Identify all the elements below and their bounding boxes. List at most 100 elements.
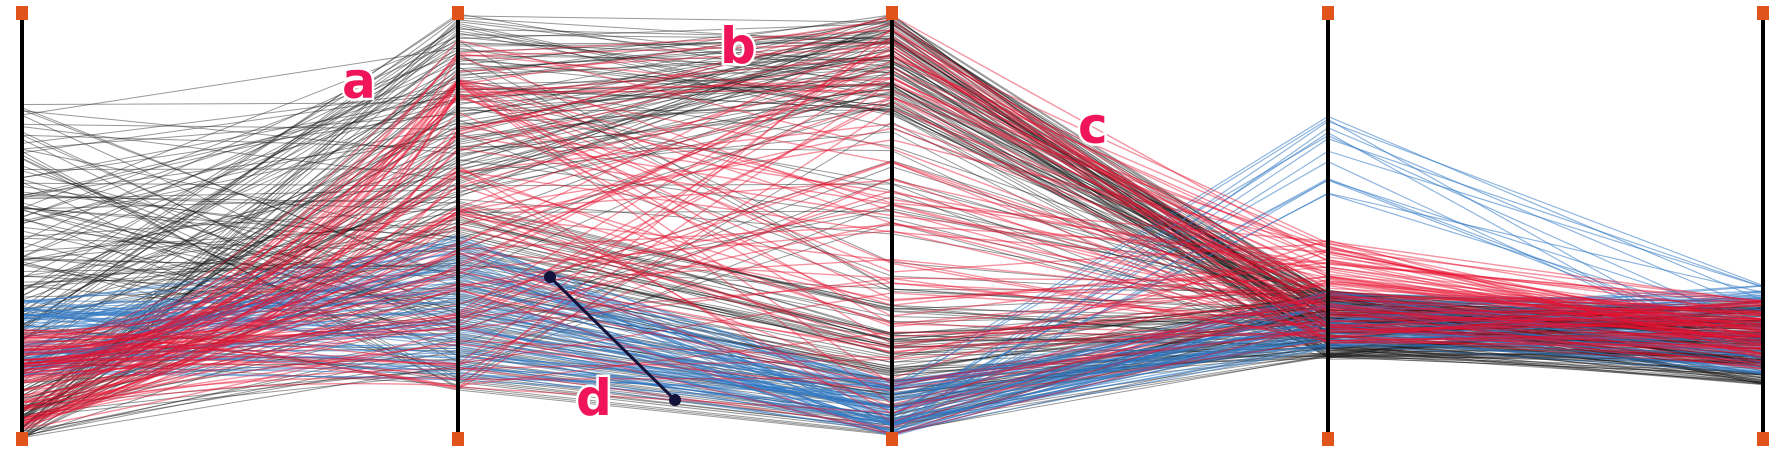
red-line: [21, 168, 1764, 419]
red-line: [21, 42, 1764, 364]
red-line: [21, 80, 1764, 403]
red-line: [21, 81, 1764, 356]
red-line: [21, 40, 1764, 348]
red-line: [21, 80, 1764, 419]
axis-bottom-handle[interactable]: [886, 432, 898, 446]
axis-bottom-handle[interactable]: [1757, 432, 1769, 446]
red-line: [21, 18, 1764, 378]
red-line: [21, 206, 1764, 351]
axis-top-handle[interactable]: [1322, 6, 1334, 20]
annotation-label-a: a: [342, 52, 376, 110]
red-line: [21, 79, 1764, 350]
red-line: [21, 79, 1764, 366]
red-line: [21, 29, 1764, 392]
red-line: [21, 80, 1764, 419]
red-line: [21, 164, 1764, 423]
axis-bottom-handle[interactable]: [1322, 432, 1334, 446]
red-line: [21, 317, 1764, 424]
axis-top-handle[interactable]: [16, 6, 28, 20]
red-line: [21, 314, 1764, 408]
red-line: [21, 177, 1764, 367]
annotation-label-d: d: [576, 369, 612, 427]
red-line: [21, 14, 1764, 404]
red-line: [21, 82, 1764, 410]
red-line: [21, 174, 1764, 404]
red-line: [21, 331, 1764, 427]
red-line: [21, 125, 1764, 352]
red-line: [21, 27, 1764, 389]
red-line: [21, 289, 1764, 388]
red-line: [21, 123, 1764, 344]
red-line: [21, 38, 1764, 365]
red-line: [21, 96, 1764, 379]
red-line: [21, 160, 1764, 361]
red-line: [21, 70, 1764, 356]
red-line: [21, 212, 1764, 367]
red-line: [21, 22, 1764, 375]
axis-top-handle[interactable]: [886, 6, 898, 20]
red-line: [21, 92, 1764, 366]
red-line: [21, 161, 1764, 354]
red-line: [21, 239, 1764, 381]
red-line: [21, 35, 1764, 377]
red-line: [21, 52, 1764, 378]
red-line: [21, 184, 1764, 422]
red-line: [21, 127, 1764, 368]
red-line: [21, 252, 1764, 343]
red-line: [21, 230, 1764, 362]
red-line: [21, 56, 1764, 404]
red-line: [21, 252, 1764, 421]
red-line: [21, 248, 1764, 410]
red-line: [21, 213, 1764, 336]
red-line: [21, 173, 1764, 415]
red-line: [21, 66, 1764, 368]
red-line: [21, 29, 1764, 351]
red-line: [21, 210, 1764, 391]
red-line: [21, 46, 1764, 375]
red-line: [21, 277, 1764, 339]
axes-group: [16, 6, 1769, 446]
red-line: [21, 97, 1764, 372]
red-line: [21, 280, 1764, 429]
red-line: [21, 94, 1764, 411]
red-line: [21, 179, 1764, 430]
red-line: [21, 77, 1764, 332]
red-line: [21, 52, 1764, 421]
red-line: [21, 107, 1764, 391]
red-line: [21, 147, 1764, 382]
marker-line-d: [544, 271, 681, 406]
red-line: [21, 323, 1764, 436]
annotation-label-b: b: [720, 17, 756, 75]
red-line: [21, 82, 1764, 425]
annotation-label-c: c: [1078, 97, 1108, 155]
red-line-bundle: [21, 14, 1764, 436]
red-line: [21, 189, 1764, 430]
red-line: [21, 54, 1764, 425]
axis-bottom-handle[interactable]: [16, 432, 28, 446]
red-line: [21, 258, 1764, 362]
annotation-labels: a b c d: [340, 15, 1111, 430]
red-line: [21, 96, 1764, 384]
red-line: [21, 83, 1764, 412]
red-line: [21, 81, 1764, 372]
red-line: [21, 100, 1764, 401]
axis-bottom-handle[interactable]: [452, 432, 464, 446]
red-line: [21, 111, 1764, 356]
red-line: [21, 59, 1764, 392]
red-line: [21, 170, 1764, 337]
red-line: [21, 293, 1764, 414]
red-line: [21, 225, 1764, 383]
red-line: [21, 134, 1764, 367]
red-line: [21, 78, 1764, 397]
red-line: [21, 139, 1764, 361]
red-line: [21, 45, 1764, 341]
red-line: [21, 214, 1764, 383]
red-line: [21, 292, 1764, 370]
red-line: [21, 224, 1764, 361]
axis-top-handle[interactable]: [1757, 6, 1769, 20]
red-line: [21, 288, 1764, 435]
red-line: [21, 271, 1764, 368]
axis-top-handle[interactable]: [452, 6, 464, 20]
red-line: [21, 282, 1764, 364]
red-line: [21, 39, 1764, 339]
